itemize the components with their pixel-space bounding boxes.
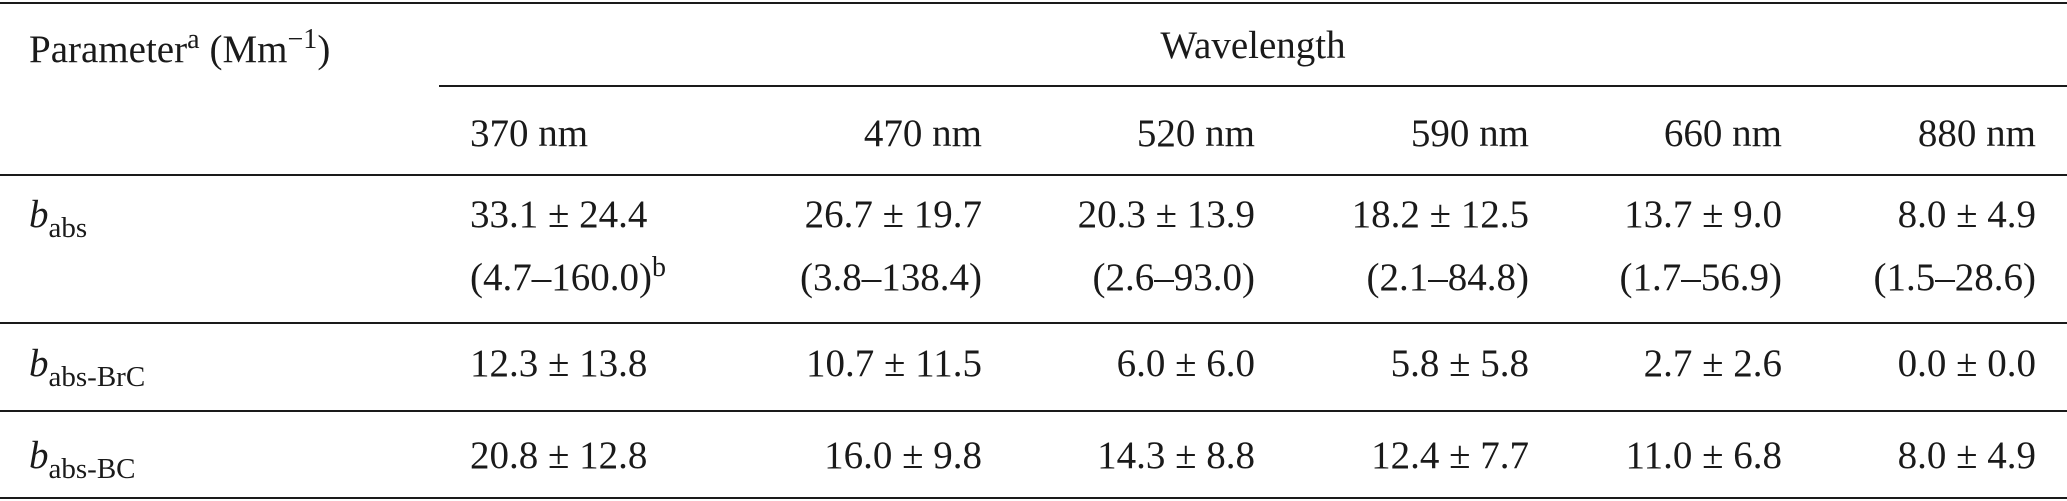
- subscript: abs: [49, 212, 88, 244]
- column-header: 470 nm: [864, 112, 982, 155]
- range: (2.6–93.0): [1093, 256, 1255, 299]
- cell-mean: 18.2 ± 12.5: [1352, 193, 1529, 236]
- unit-close: ): [317, 28, 330, 71]
- symbol: b: [29, 434, 49, 477]
- cell-range: (1.7–56.9): [1620, 256, 1782, 299]
- cell-mean: 13.7 ± 9.0: [1624, 193, 1782, 236]
- cell-mean: 6.0 ± 6.0: [1117, 342, 1255, 385]
- cell-mean: 20.8 ± 12.8: [470, 434, 647, 477]
- cell-mean: 33.1 ± 24.4: [470, 193, 647, 236]
- symbol: b: [29, 342, 49, 385]
- cell-mean: 5.8 ± 5.8: [1391, 342, 1529, 385]
- range: (3.8–138.4): [800, 256, 982, 299]
- cell-mean: 8.0 ± 4.9: [1898, 434, 2036, 477]
- parameter-label: Parameter: [29, 28, 187, 71]
- cell-mean: 12.3 ± 13.8: [470, 342, 647, 385]
- unit: (Mm: [210, 28, 288, 71]
- subscript: abs-BrC: [49, 361, 146, 393]
- cell-mean: 0.0 ± 0.0: [1898, 342, 2036, 385]
- parameter-header: Parametera (Mm−1): [29, 24, 330, 71]
- column-header: 370 nm: [470, 112, 588, 155]
- subscript: abs-BC: [49, 453, 136, 485]
- cell-range: (2.6–93.0): [1093, 256, 1255, 299]
- column-header: 590 nm: [1411, 112, 1529, 155]
- group-header: Wavelength: [1160, 24, 1345, 67]
- unit-exponent: −1: [288, 24, 318, 55]
- cell-mean: 11.0 ± 6.8: [1626, 434, 1782, 477]
- symbol: b: [29, 193, 49, 236]
- column-header: 660 nm: [1664, 112, 1782, 155]
- footnote-mark: b: [652, 252, 666, 283]
- row-label: babs-BC: [29, 434, 136, 485]
- cell-mean: 12.4 ± 7.7: [1371, 434, 1529, 477]
- footnote-mark: a: [187, 24, 200, 55]
- row-label: babs: [29, 193, 87, 244]
- cell-range: (4.7–160.0)b: [470, 252, 666, 299]
- cell-range: (1.5–28.6): [1874, 256, 2036, 299]
- cell-range: (3.8–138.4): [800, 256, 982, 299]
- range: (1.5–28.6): [1874, 256, 2036, 299]
- cell-mean: 16.0 ± 9.8: [824, 434, 982, 477]
- range: (1.7–56.9): [1620, 256, 1782, 299]
- cell-mean: 2.7 ± 2.6: [1644, 342, 1782, 385]
- cell-mean: 26.7 ± 19.7: [805, 193, 982, 236]
- range: (4.7–160.0): [470, 256, 652, 299]
- cell-mean: 20.3 ± 13.9: [1078, 193, 1255, 236]
- cell-mean: 8.0 ± 4.9: [1898, 193, 2036, 236]
- column-header: 520 nm: [1137, 112, 1255, 155]
- cell-mean: 10.7 ± 11.5: [806, 342, 982, 385]
- cell-mean: 14.3 ± 8.8: [1097, 434, 1255, 477]
- column-header: 880 nm: [1918, 112, 2036, 155]
- cell-range: (2.1–84.8): [1367, 256, 1529, 299]
- row-label: babs-BrC: [29, 342, 145, 393]
- range: (2.1–84.8): [1367, 256, 1529, 299]
